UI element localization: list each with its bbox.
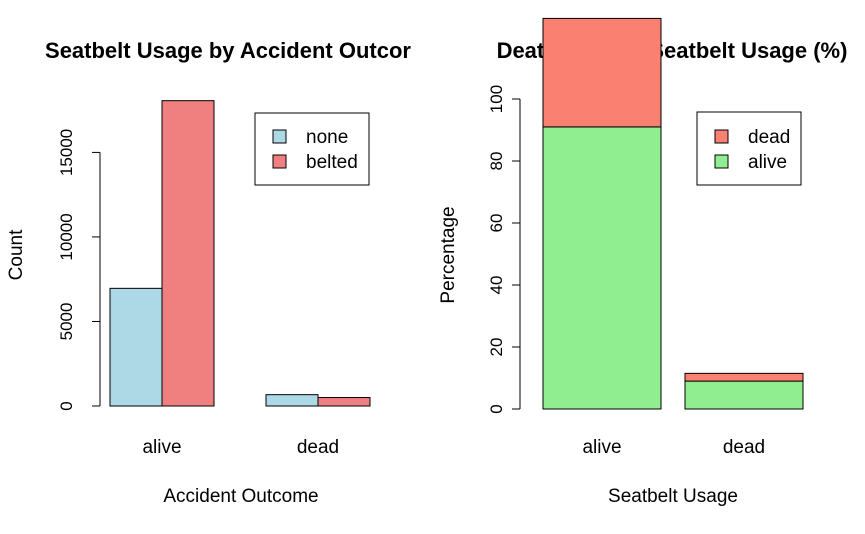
chart-left-ylabel: Count — [6, 229, 27, 280]
bar-alive-none — [109, 287, 163, 407]
y-tick-label: 40 — [487, 276, 506, 295]
chart-left-xlabel: Accident Outcome — [163, 486, 318, 507]
y-tick-label: 100 — [487, 85, 506, 113]
chart-left-title: Seatbelt Usage by Accident Outcor — [45, 38, 411, 63]
y-tick-label: 15000 — [57, 129, 76, 176]
y-tick-label: 0 — [487, 404, 506, 413]
x-tick-label: dead — [297, 437, 339, 458]
y-tick-label: 20 — [487, 338, 506, 357]
chart-right-x-ticks: alive dead — [582, 437, 765, 458]
legend-swatch-alive — [714, 154, 729, 169]
chart-left-y-axis: 0 5000 10000 15000 — [57, 129, 101, 411]
x-tick-label: alive — [142, 437, 181, 458]
chart-right-legend-box — [696, 111, 802, 186]
chart-right-ylabel: Percentage — [438, 206, 459, 303]
chart-right-xlabel: Seatbelt Usage — [608, 486, 738, 507]
legend-label-alive: alive — [748, 152, 787, 173]
legend-swatch-none — [272, 129, 287, 144]
y-tick-label: 60 — [487, 214, 506, 233]
bar-alive-alive — [542, 126, 662, 410]
legend-label-dead: dead — [748, 127, 790, 148]
legend-label-belted: belted — [306, 152, 358, 173]
chart-left: Seatbelt Usage by Accident Outcor Accide… — [6, 38, 411, 507]
chart-left-legend: none belted — [254, 112, 370, 186]
chart-right-bars — [542, 17, 804, 410]
y-tick-label: 0 — [57, 401, 76, 410]
legend-label-none: none — [306, 127, 348, 148]
chart-right-y-axis: 0 20 40 60 80 100 — [487, 85, 521, 414]
chart-left-legend-box — [254, 112, 370, 186]
chart-right-legend: dead alive — [696, 111, 802, 186]
bar-dead-none — [265, 394, 319, 407]
bar-alive-belted — [161, 100, 215, 407]
y-tick-label: 5000 — [57, 303, 76, 341]
x-tick-label: dead — [723, 437, 765, 458]
legend-swatch-dead — [714, 129, 729, 144]
bar-dead-belted — [317, 397, 371, 407]
legend-swatch-belted — [272, 154, 287, 169]
y-tick-label: 80 — [487, 152, 506, 171]
x-tick-label: alive — [582, 437, 621, 458]
chart-left-bars — [109, 100, 371, 407]
chart-right: Death Rate by Seatbelt Usage (%) Seatbel… — [438, 17, 847, 507]
bar-dead-dead — [684, 372, 804, 382]
y-tick-label: 10000 — [57, 213, 76, 260]
bar-dead-alive — [684, 380, 804, 410]
chart-left-x-ticks: alive dead — [142, 437, 339, 458]
bar-alive-dead — [542, 17, 662, 128]
